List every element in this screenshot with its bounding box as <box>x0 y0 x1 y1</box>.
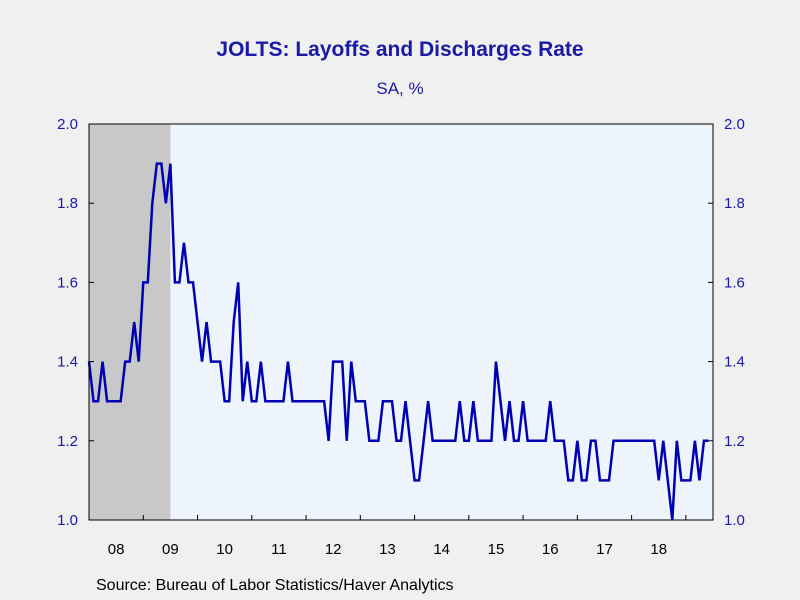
x-tick-label: 14 <box>433 541 450 558</box>
x-tick-label: 16 <box>542 541 559 558</box>
plot-frame <box>88 123 714 521</box>
x-tick-label: 13 <box>379 541 396 558</box>
x-tick-label: 11 <box>271 541 287 558</box>
x-tick-label: 10 <box>216 541 233 558</box>
y-tick-label-left: 1.8 <box>57 195 78 212</box>
axis-labels: 1.0 1.0 1.2 1.2 1.4 1.4 1.6 1.6 1.8 1.8 2.0 2.0 08 09… <box>57 116 745 558</box>
y-tick-label-left: 1.0 <box>57 512 78 529</box>
y-tick-label-left: 1.4 <box>57 354 78 371</box>
y-tick-label-right: 1.8 <box>724 195 745 212</box>
recession-shading <box>89 124 171 520</box>
y-tick-label-right: 2.0 <box>724 116 745 133</box>
series-line <box>87 162 709 521</box>
x-tick-label: 18 <box>650 541 667 558</box>
chart-subtitle: SA, % <box>376 79 424 98</box>
y-tick-label-left: 1.6 <box>57 274 78 291</box>
x-tick-label: 15 <box>488 541 505 558</box>
source-note: Source: Bureau of Labor Statistics/Haver… <box>96 577 454 594</box>
y-tick-label-right: 1.4 <box>724 354 745 371</box>
x-tick-label: 12 <box>325 541 342 558</box>
y-tick-label-right: 1.2 <box>724 433 745 450</box>
x-tick-label: 09 <box>162 541 179 558</box>
y-tick-label-left: 2.0 <box>57 116 78 133</box>
y-tick-label-right: 1.6 <box>724 274 745 291</box>
x-tick-label: 08 <box>108 541 125 558</box>
chart-title: JOLTS: Layoffs and Discharges Rate <box>216 38 584 61</box>
plot-area <box>89 124 713 520</box>
y-tick-label-left: 1.2 <box>57 433 78 450</box>
y-tick-label-right: 1.0 <box>724 512 745 529</box>
x-tick-label: 17 <box>596 541 613 558</box>
